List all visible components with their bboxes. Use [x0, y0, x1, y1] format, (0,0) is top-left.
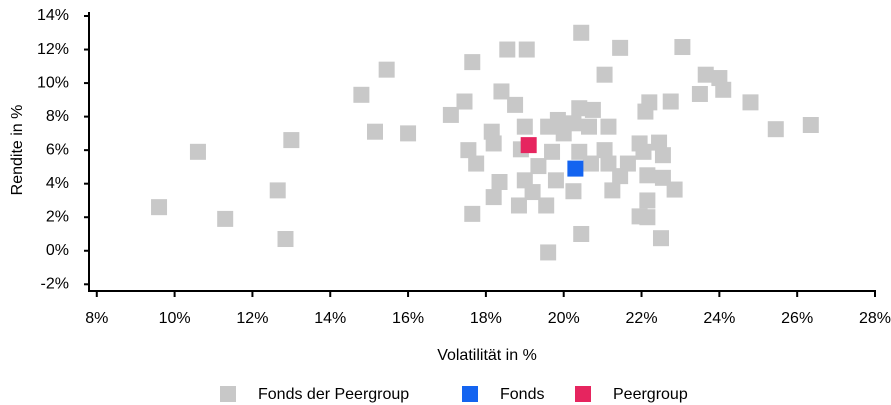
y-tick-label: 0%: [46, 242, 69, 259]
point: [612, 39, 629, 56]
point: [485, 135, 502, 152]
point: [802, 116, 819, 133]
point: [277, 231, 294, 248]
x-tick-label: 18%: [470, 310, 502, 327]
x-tick-label: 12%: [236, 310, 268, 327]
point: [538, 197, 555, 214]
point: [530, 158, 547, 175]
point: [635, 143, 652, 160]
point: [485, 189, 502, 206]
point: [151, 199, 168, 216]
point: [571, 100, 588, 117]
y-tick-label: 6%: [46, 141, 69, 158]
x-tick-label: 10%: [159, 310, 191, 327]
point: [582, 155, 599, 172]
point: [639, 209, 656, 226]
point: [283, 132, 300, 149]
point: [654, 147, 671, 164]
point: [217, 210, 234, 227]
point: [573, 24, 590, 41]
point: [565, 115, 582, 132]
point: [584, 101, 601, 118]
point: [493, 83, 510, 100]
x-tick-label: 16%: [392, 310, 424, 327]
point: [460, 142, 477, 159]
point: [520, 137, 537, 154]
point: [565, 183, 582, 200]
point: [464, 54, 481, 71]
point: [596, 66, 613, 83]
point: [666, 181, 683, 198]
y-tick-label: 8%: [46, 108, 69, 125]
y-tick-label: 14%: [37, 7, 69, 24]
point: [516, 118, 533, 135]
point: [651, 134, 668, 151]
point: [581, 118, 598, 135]
y-axis-title: Rendite in %: [9, 105, 26, 196]
legend-label: Fonds: [500, 386, 544, 403]
point: [353, 86, 370, 103]
point: [269, 182, 286, 199]
point: [715, 81, 732, 98]
y-tick-label: 2%: [46, 208, 69, 225]
x-tick-label: 28%: [859, 310, 891, 327]
point: [641, 94, 658, 111]
point: [547, 172, 564, 189]
point: [510, 197, 527, 214]
point: [456, 93, 473, 110]
point: [596, 142, 613, 159]
point: [507, 96, 524, 113]
point: [600, 118, 617, 135]
point: [742, 94, 759, 111]
x-axis-title: Volatilität in %: [437, 347, 537, 364]
legend-swatch: [462, 386, 478, 402]
point: [691, 85, 708, 102]
legend-label: Peergroup: [613, 386, 688, 403]
point: [442, 106, 459, 123]
x-tick-label: 8%: [85, 310, 108, 327]
y-tick-label: 12%: [37, 41, 69, 58]
x-tick-label: 24%: [703, 310, 735, 327]
point: [639, 192, 656, 209]
point: [499, 41, 516, 58]
point: [544, 143, 561, 160]
point: [518, 41, 535, 58]
x-tick-label: 26%: [781, 310, 813, 327]
point: [378, 61, 395, 78]
point: [524, 184, 541, 201]
x-tick-label: 22%: [626, 310, 658, 327]
point: [767, 121, 784, 138]
point: [612, 168, 629, 185]
point: [674, 39, 691, 56]
point: [540, 244, 557, 261]
point: [400, 125, 417, 142]
point: [604, 182, 621, 199]
legend-swatch: [575, 386, 591, 402]
point: [697, 66, 714, 83]
point: [468, 155, 485, 172]
y-tick-label: 4%: [46, 175, 69, 192]
legend-swatch: [220, 386, 236, 402]
point: [491, 174, 508, 191]
point: [652, 230, 669, 247]
point: [464, 205, 481, 222]
point: [662, 93, 679, 110]
y-tick-label: -2%: [41, 276, 69, 293]
x-tick-label: 14%: [314, 310, 346, 327]
point: [573, 225, 590, 242]
legend-label: Fonds der Peergroup: [258, 386, 409, 403]
point: [619, 155, 636, 172]
point: [549, 111, 566, 128]
x-tick-label: 20%: [548, 310, 580, 327]
point: [600, 155, 617, 172]
point: [567, 160, 584, 177]
y-tick-label: 10%: [37, 74, 69, 91]
point: [189, 143, 206, 160]
point: [639, 167, 656, 184]
point: [366, 123, 383, 140]
